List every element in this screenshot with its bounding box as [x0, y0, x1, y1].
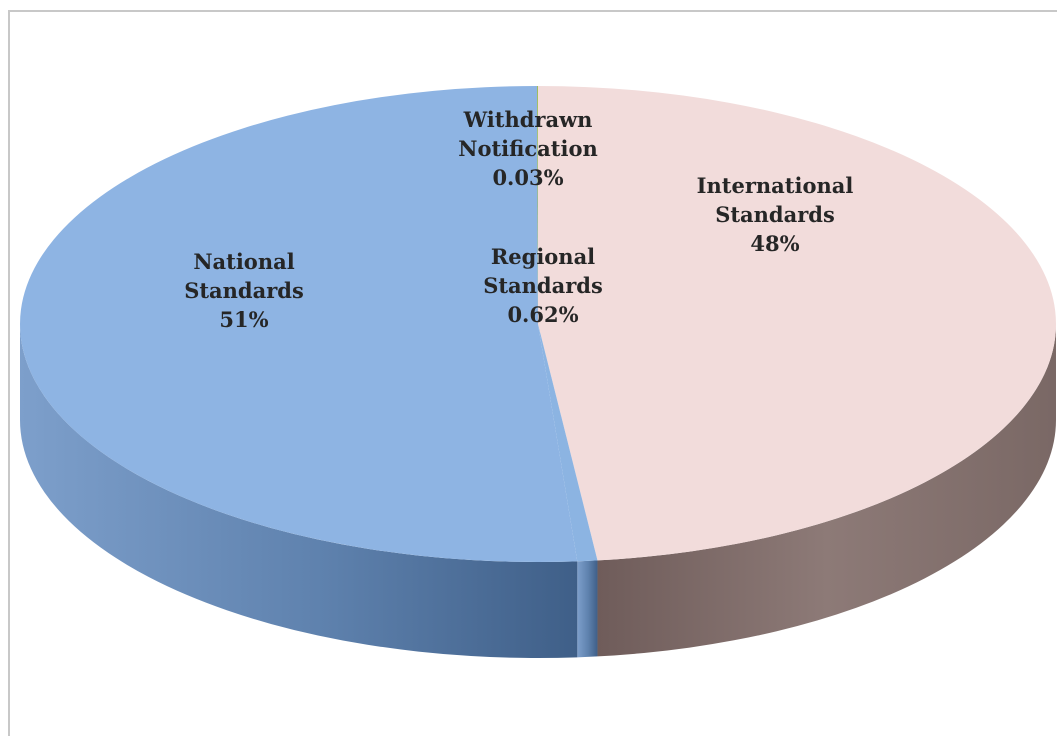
slice-label-international-standards: International Standards 48%: [697, 173, 854, 256]
slice-name-line: Standards: [184, 278, 304, 303]
slice-percent: 48%: [750, 231, 799, 256]
pie-slice-regional-standards: [538, 324, 598, 562]
slice-name-line: Regional: [491, 244, 595, 269]
slice-percent: 0.62%: [507, 302, 578, 327]
slice-label-withdrawn-notification: Withdrawn Notification 0.03%: [458, 107, 598, 190]
slice-name-line: Withdrawn: [463, 107, 593, 132]
slice-label-national-standards: National Standards 51%: [184, 249, 304, 332]
pie-side-regional-standards: [577, 560, 598, 658]
slice-name-line: Standards: [483, 273, 603, 298]
pie-slice-withdrawn-notification: [537, 86, 538, 324]
pie-side-national-standards: [20, 324, 578, 658]
slice-name-line: International: [697, 173, 854, 198]
slice-name-line: Notification: [458, 136, 598, 161]
slice-percent: 51%: [219, 307, 268, 332]
pie-slice-international-standards: [538, 86, 1057, 561]
slice-label-regional-standards: Regional Standards 0.62%: [483, 244, 603, 327]
pie-slice-national-standards: [20, 86, 578, 562]
pie-side-international-standards: [597, 324, 1056, 657]
slice-name-line: Standards: [715, 202, 835, 227]
slice-percent: 0.03%: [492, 165, 563, 190]
slice-name-line: National: [193, 249, 294, 274]
